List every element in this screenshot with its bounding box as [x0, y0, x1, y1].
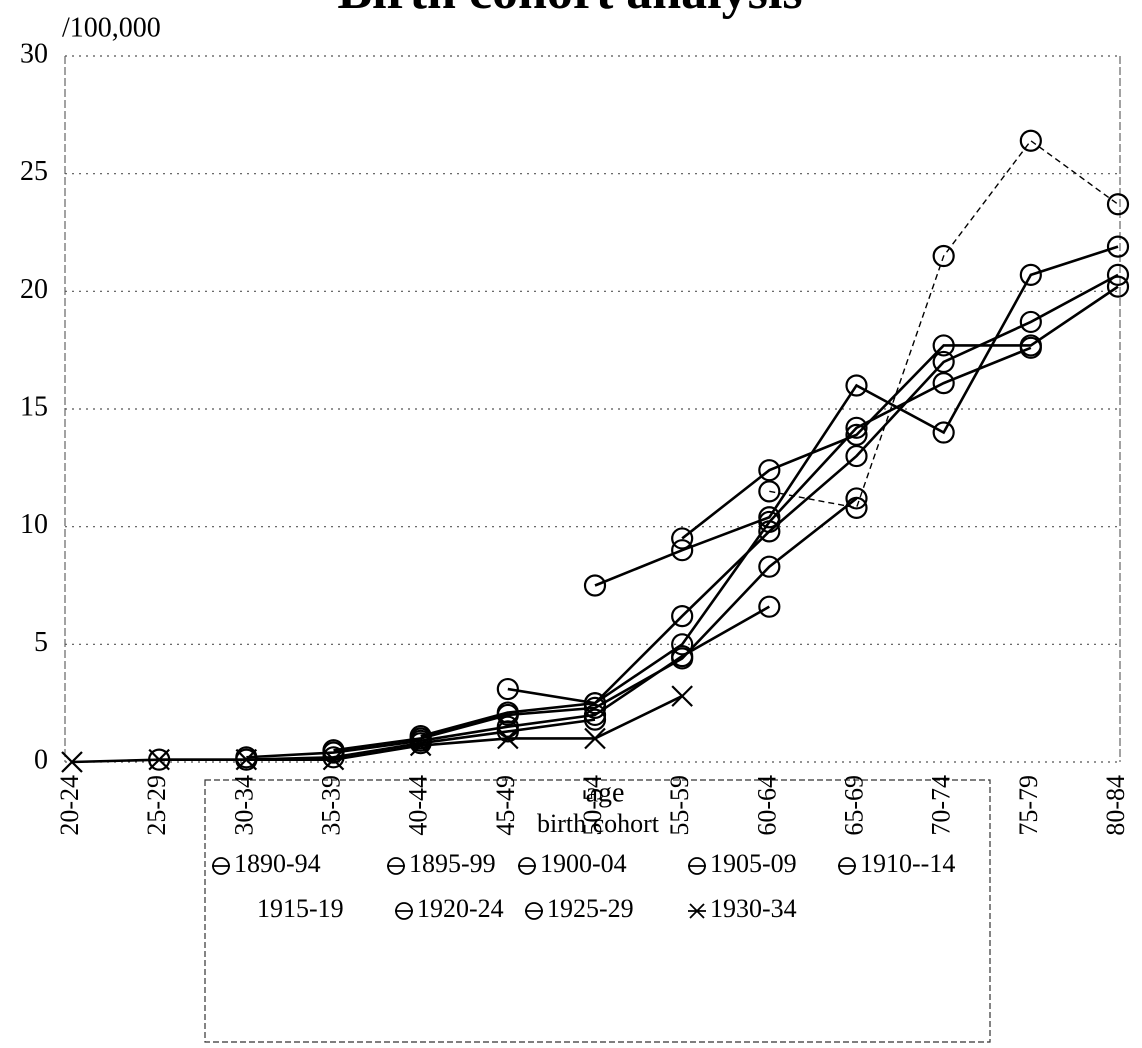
- legend-label: 1900-04: [540, 849, 627, 878]
- marker: [322, 748, 345, 771]
- marker: [497, 727, 519, 750]
- x-tick-label: 75-79: [1014, 775, 1043, 836]
- marker: [1106, 193, 1130, 216]
- marker: [671, 604, 694, 628]
- series-line: [681, 285, 1119, 540]
- series-line: [769, 139, 1119, 509]
- marker: [496, 720, 519, 743]
- marker: [496, 677, 519, 701]
- series-line: [333, 497, 858, 752]
- series-line: [420, 346, 1032, 738]
- legend-marker: [688, 903, 706, 919]
- marker: [758, 510, 781, 534]
- x-tick-label: 80-84: [1101, 775, 1130, 836]
- x-tick-label: 70-74: [927, 775, 956, 836]
- legend-label: 1895-99: [409, 849, 496, 878]
- legend-title: birth cohort: [537, 809, 660, 838]
- marker: [671, 644, 694, 668]
- series-line: [71, 694, 683, 764]
- y-tick-label: 25: [20, 156, 48, 187]
- marker: [1019, 310, 1042, 334]
- x-tick-label: 30-34: [229, 775, 258, 836]
- marker: [1019, 336, 1042, 359]
- marker: [845, 374, 868, 397]
- marker: [1106, 235, 1130, 258]
- marker: [671, 527, 694, 550]
- x-axis-label: age: [586, 777, 625, 808]
- legend-label: 1915-19: [257, 894, 344, 923]
- marker: [61, 751, 83, 773]
- marker: [845, 444, 868, 468]
- marker: [932, 334, 955, 357]
- y-tick-label: 0: [34, 744, 48, 775]
- marker: [1106, 263, 1130, 286]
- marker: [1019, 263, 1042, 286]
- chart-title: Birth cohort analysis: [337, 0, 802, 20]
- marker: [845, 416, 868, 439]
- legend-label: 1890-94: [234, 849, 321, 878]
- legend-label: 1925-29: [547, 894, 634, 923]
- marker: [148, 748, 170, 771]
- legend-label: 1910--14: [860, 849, 955, 878]
- marker: [1019, 129, 1042, 152]
- marker: [932, 350, 955, 374]
- marker: [758, 555, 781, 578]
- marker: [583, 574, 607, 597]
- marker: [671, 633, 694, 656]
- marker: [671, 539, 694, 562]
- marker: [932, 372, 955, 395]
- x-tick-label: 50-54: [578, 775, 607, 836]
- marker: [671, 685, 693, 707]
- marker: [1106, 275, 1130, 298]
- x-tick-label: 60-64: [752, 775, 781, 836]
- marker: [758, 480, 781, 503]
- marker: [409, 732, 432, 755]
- legend-label: 1930-34: [710, 894, 797, 923]
- y-tick-label: 15: [20, 391, 48, 422]
- x-tick-label: 20-24: [55, 775, 84, 836]
- legend-box: [204, 779, 991, 1043]
- y-tick-label: 5: [34, 627, 48, 658]
- x-tick-label: 40-44: [404, 775, 433, 836]
- series-line: [507, 273, 1119, 705]
- y-tick-label: 20: [20, 274, 48, 305]
- x-tick-label: 65-69: [839, 775, 868, 836]
- marker: [496, 703, 519, 727]
- legend-label: 1905-09: [710, 849, 797, 878]
- legend-label: 1920-24: [417, 894, 504, 923]
- x-tick-label: 55-59: [665, 775, 694, 836]
- y-unit: /100,000: [62, 12, 161, 43]
- marker: [845, 423, 868, 446]
- x-tick-label: 45-49: [491, 775, 520, 836]
- series-line: [594, 245, 1119, 587]
- marker: [584, 727, 606, 750]
- x-tick-label: 35-39: [316, 775, 345, 836]
- series-line: [246, 605, 770, 759]
- y-tick-label: 10: [20, 509, 48, 540]
- marker: [758, 459, 781, 482]
- marker: [758, 595, 781, 618]
- marker: [845, 487, 868, 510]
- y-tick-label: 30: [20, 38, 48, 69]
- marker: [932, 421, 955, 444]
- marker: [932, 244, 955, 268]
- marker: [583, 708, 607, 731]
- marker: [235, 748, 258, 771]
- marker: [409, 734, 432, 757]
- x-tick-label: 25-29: [142, 775, 171, 836]
